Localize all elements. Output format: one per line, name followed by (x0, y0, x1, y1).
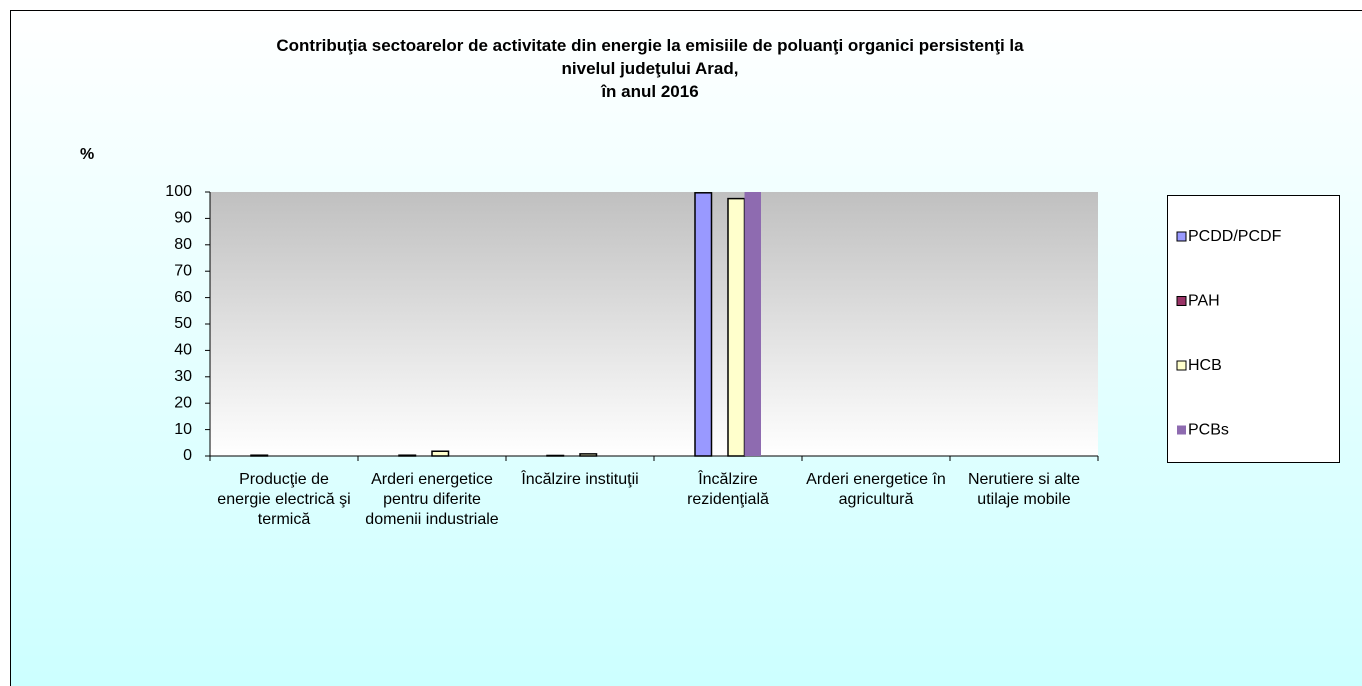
legend-swatch (1176, 296, 1187, 306)
y-axis-label: % (80, 146, 94, 163)
bar (398, 454, 417, 457)
y-tick-label: 50 (174, 315, 192, 332)
legend-label: HCB (1188, 357, 1222, 374)
bar (694, 192, 713, 457)
legend-label: PCBs (1188, 422, 1229, 439)
bar (727, 197, 746, 457)
bar (250, 454, 269, 457)
legend-label: PCDD/PCDF (1188, 228, 1282, 245)
x-tick-label: Producţie de energie electrică şi termic… (217, 471, 351, 528)
y-tick-label: 80 (174, 236, 192, 253)
bar (579, 453, 598, 457)
x-tick-label: Nerutiere si alte utilaje mobile (967, 471, 1081, 508)
legend-label: PAH (1188, 293, 1220, 310)
y-tick-label: 10 (174, 421, 192, 438)
x-tick-label: Arderi energetice în agricultură (806, 471, 946, 508)
y-tick-label: 70 (174, 262, 192, 279)
x-tick-label: Încălzire rezidenţială (687, 471, 769, 508)
y-tick-label: 90 (174, 210, 192, 227)
legend (1167, 195, 1340, 463)
y-tick-label: 30 (174, 368, 192, 385)
legend-swatch (1176, 360, 1187, 371)
legend-swatch (1176, 231, 1187, 242)
x-tick-label: Încălzire instituţii (521, 471, 639, 488)
plot-area (210, 192, 1098, 456)
y-tick-label: 0 (183, 447, 192, 464)
y-tick-label: 40 (174, 342, 192, 359)
legend-swatch (1177, 425, 1186, 435)
bar (431, 450, 450, 457)
y-tick-label: 20 (174, 394, 192, 411)
bar (744, 192, 761, 456)
chart-title: Contribuţia sectoarelor de activitate di… (276, 36, 1024, 101)
bar (546, 454, 565, 457)
x-tick-label: Arderi energetice pentru diferite domeni… (365, 471, 499, 528)
y-tick-label: 100 (165, 183, 192, 200)
y-tick-label: 60 (174, 289, 192, 306)
